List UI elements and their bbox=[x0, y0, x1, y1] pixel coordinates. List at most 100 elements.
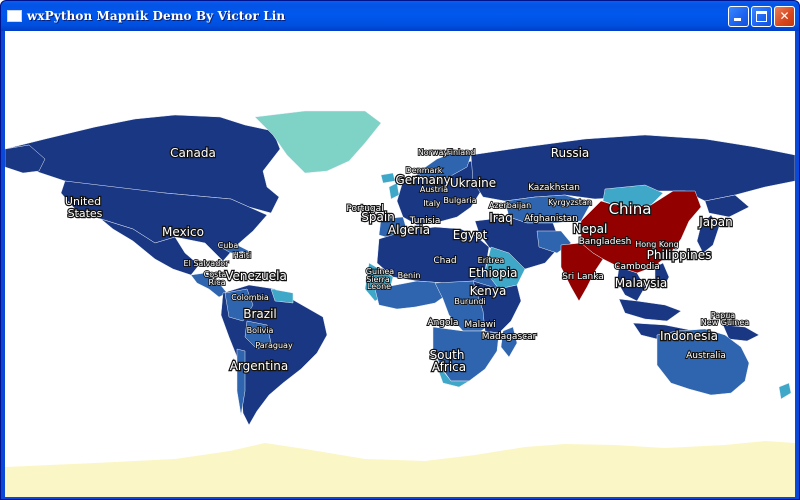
country-label-malawi: Malawi bbox=[464, 320, 495, 330]
country-label-cuba: Cuba bbox=[218, 241, 239, 250]
country-label-argentina: Argentina bbox=[230, 359, 289, 373]
region-greenland[interactable] bbox=[254, 110, 382, 174]
country-label-germany: Germany bbox=[395, 173, 450, 187]
close-button[interactable]: ✕ bbox=[774, 6, 795, 27]
country-label-philippines: Philippines bbox=[647, 248, 712, 262]
country-label-egypt: Egypt bbox=[453, 228, 488, 242]
country-label-afghanistan: Afghanistan bbox=[524, 214, 578, 224]
country-label-ethiopia: Ethiopia bbox=[469, 266, 518, 280]
country-label-papua: Papua bbox=[711, 311, 736, 320]
region-new-zealand[interactable] bbox=[778, 382, 792, 400]
region-cuba[interactable] bbox=[216, 244, 250, 254]
country-label-russia: Russia bbox=[551, 146, 590, 160]
country-label-rica: Rica bbox=[208, 278, 225, 287]
title-bar[interactable]: wxPython Mapnik Demo By Victor Lin ✕ bbox=[1, 1, 799, 31]
country-label-madagascar: Madagascar bbox=[482, 332, 537, 342]
region-bolivia[interactable] bbox=[244, 320, 272, 350]
country-label-cambodia: Cambodia bbox=[614, 262, 660, 272]
country-label-benin: Benin bbox=[398, 271, 421, 280]
country-label-malaysia: Malaysia bbox=[615, 276, 667, 290]
country-label-denmark: Denmark bbox=[406, 166, 443, 175]
country-label-states: States bbox=[68, 207, 103, 220]
country-label-japan: Japan bbox=[698, 215, 732, 229]
region-uk[interactable] bbox=[388, 182, 400, 200]
app-icon bbox=[7, 10, 22, 22]
country-label-leone: Leone bbox=[367, 282, 391, 291]
country-label-kenya: Kenya bbox=[470, 284, 507, 298]
region-iceland[interactable] bbox=[380, 172, 396, 184]
country-label-tunisia: Tunisia bbox=[409, 216, 441, 226]
region-india[interactable] bbox=[560, 242, 604, 302]
close-icon: ✕ bbox=[779, 9, 790, 23]
country-label-finland: Finland bbox=[447, 148, 476, 157]
region-madagascar[interactable] bbox=[500, 326, 518, 358]
region-colombia[interactable] bbox=[224, 288, 254, 322]
country-label-algeria: Algeria bbox=[388, 223, 430, 237]
country-label-norway: Norway bbox=[418, 148, 449, 157]
country-label-africa: Africa bbox=[432, 360, 466, 374]
maximize-button[interactable] bbox=[751, 6, 772, 27]
country-label-iraq: Iraq bbox=[489, 211, 512, 225]
country-label-ukraine: Ukraine bbox=[450, 176, 496, 190]
maximize-icon bbox=[756, 11, 767, 22]
country-label-burundi: Burundi bbox=[454, 297, 485, 306]
country-label-italy: Italy bbox=[423, 199, 441, 208]
region-scandinavia[interactable] bbox=[416, 150, 472, 184]
region-united-states[interactable] bbox=[60, 180, 268, 262]
country-label-costa: Costa bbox=[204, 270, 227, 279]
country-label-venezuela: Venezuela bbox=[225, 269, 287, 283]
minimize-icon bbox=[734, 18, 741, 21]
country-label-chad: Chad bbox=[433, 256, 456, 266]
country-label-bangladesh: Bangladesh bbox=[579, 237, 632, 247]
window-title: wxPython Mapnik Demo By Victor Lin bbox=[27, 9, 286, 23]
landmass-antarctica bbox=[5, 441, 795, 497]
country-label-paraguay: Paraguay bbox=[255, 341, 293, 350]
country-label-canada: Canada bbox=[170, 146, 216, 160]
region-southern-africa[interactable] bbox=[432, 326, 500, 382]
region-papua-new-guinea[interactable] bbox=[722, 324, 760, 342]
country-label-guinea: Guinea bbox=[366, 267, 394, 276]
country-label-south: South bbox=[430, 348, 465, 362]
country-label-brazil: Brazil bbox=[243, 307, 277, 321]
country-label-australia: Australia bbox=[686, 351, 726, 361]
country-label-sierra: Sierra bbox=[366, 275, 390, 284]
minimize-button[interactable] bbox=[728, 6, 749, 27]
region-alaska[interactable] bbox=[5, 144, 46, 174]
region-mexico[interactable] bbox=[100, 218, 200, 276]
country-label-austria: Austria bbox=[420, 185, 448, 194]
region-guyana[interactable] bbox=[270, 288, 294, 304]
region-chile[interactable] bbox=[236, 348, 246, 416]
region-east-africa[interactable] bbox=[472, 280, 522, 334]
country-label-indonesia: Indonesia bbox=[660, 329, 718, 343]
map-view[interactable]: Canada United States Mexico Cuba Haiti El Salv… bbox=[5, 31, 795, 497]
country-label-hong-kong: Hong Kong bbox=[635, 240, 679, 249]
country-label-sri-lanka: Sri Lanka bbox=[562, 272, 604, 282]
country-label-portugal: Portugal bbox=[346, 204, 383, 214]
region-malaysia[interactable] bbox=[618, 298, 682, 322]
country-label-mexico: Mexico bbox=[162, 225, 204, 239]
country-label-spain: Spain bbox=[361, 210, 395, 224]
country-label-el-salvador: El Salvador bbox=[184, 259, 230, 268]
country-label-angola: Angola bbox=[427, 318, 458, 328]
country-label-colombia: Colombia bbox=[231, 293, 269, 302]
country-label-bulgaria: Bulgaria bbox=[443, 196, 476, 205]
country-label-haiti: Haiti bbox=[233, 251, 252, 260]
region-south-africa[interactable] bbox=[434, 360, 470, 388]
region-philippines[interactable] bbox=[654, 262, 670, 290]
country-label-nepal: Nepal bbox=[573, 222, 608, 236]
region-middle-east[interactable] bbox=[474, 216, 562, 270]
country-label-azerbaijan: Azerbaijan bbox=[489, 201, 531, 210]
country-label-eritrea: Eritrea bbox=[478, 256, 505, 265]
region-australia[interactable] bbox=[656, 328, 750, 396]
country-label-new-guinea: New Guinea bbox=[701, 318, 749, 327]
region-japan[interactable] bbox=[696, 214, 720, 254]
region-far-east[interactable] bbox=[704, 194, 750, 218]
country-label-kyrgyzstan: Kyrgyzstan bbox=[548, 198, 592, 207]
region-west-africa[interactable] bbox=[374, 280, 450, 310]
country-label-bolivia: Bolivia bbox=[247, 326, 274, 335]
country-label-kazakhstan: Kazakhstan bbox=[528, 183, 580, 193]
country-label-united: United bbox=[65, 195, 101, 208]
